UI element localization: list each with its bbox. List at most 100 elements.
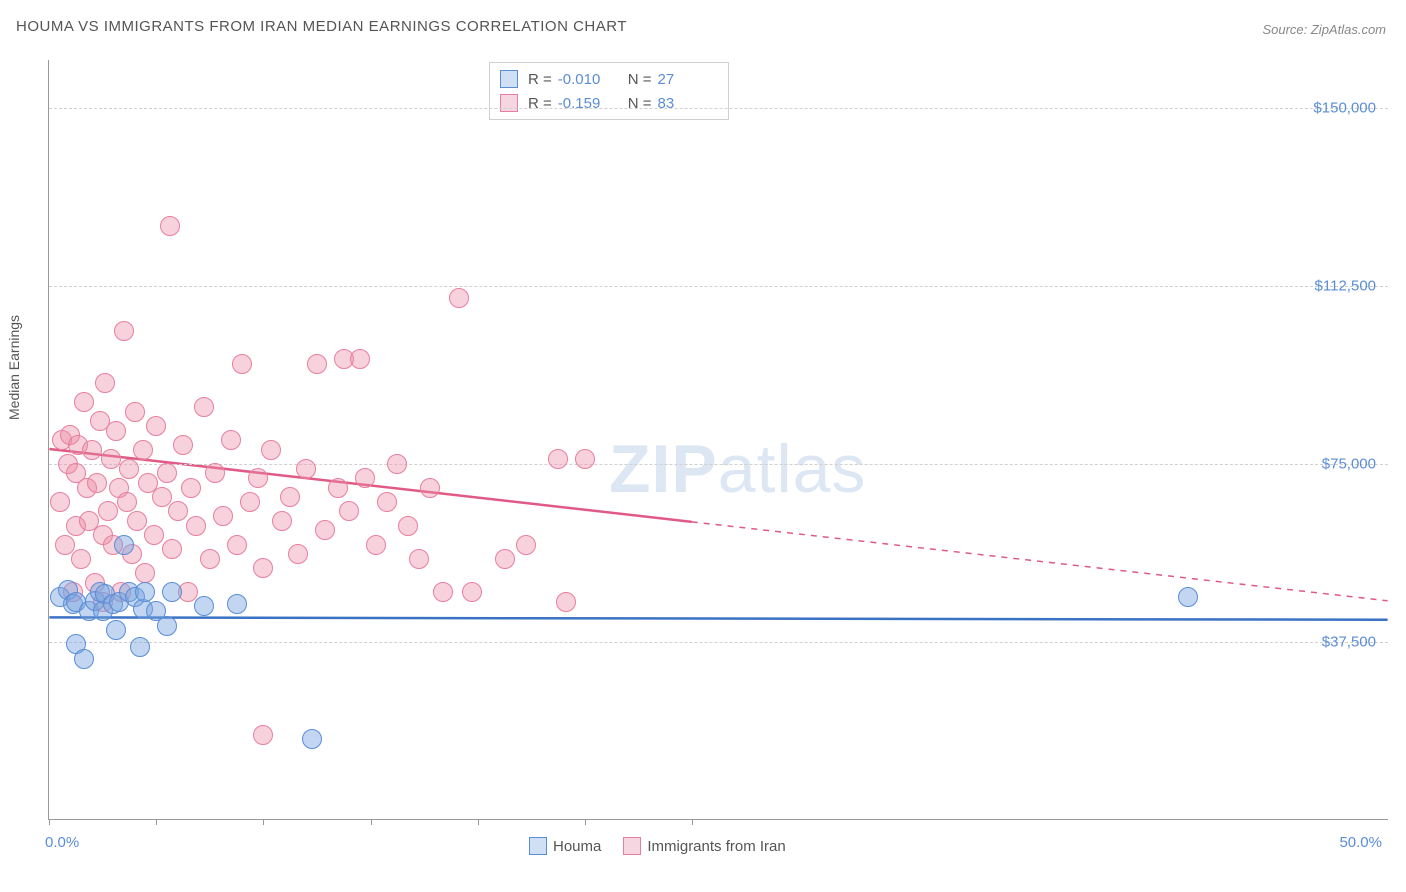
scatter-point	[253, 558, 273, 578]
x-tick	[263, 819, 264, 825]
scatter-point	[377, 492, 397, 512]
scatter-point	[548, 449, 568, 469]
scatter-point	[106, 620, 126, 640]
legend-label-blue: Houma	[553, 838, 601, 855]
scatter-point	[495, 549, 515, 569]
scatter-point	[575, 449, 595, 469]
scatter-point	[240, 492, 260, 512]
scatter-point	[462, 582, 482, 602]
gridline	[49, 642, 1388, 643]
scatter-point	[135, 563, 155, 583]
scatter-point	[307, 354, 327, 374]
scatter-point	[162, 539, 182, 559]
scatter-point	[205, 463, 225, 483]
legend-stats-row: R = -0.159 N = 83	[500, 91, 718, 115]
scatter-point	[50, 492, 70, 512]
scatter-point	[127, 511, 147, 531]
scatter-point	[106, 421, 126, 441]
scatter-point	[409, 549, 429, 569]
scatter-point	[516, 535, 536, 555]
plot-area: ZIPatlas R = -0.010 N = 27 R = -0.159 N …	[48, 60, 1388, 820]
scatter-point	[95, 373, 115, 393]
scatter-point	[232, 354, 252, 374]
source-label: Source: ZipAtlas.com	[1262, 22, 1386, 37]
legend-swatch-pink	[500, 94, 518, 112]
scatter-point	[315, 520, 335, 540]
scatter-point	[194, 596, 214, 616]
trend-lines-svg	[49, 60, 1388, 819]
scatter-point	[288, 544, 308, 564]
legend-swatch-blue	[529, 837, 547, 855]
y-tick-label: $37,500	[1322, 633, 1376, 650]
legend-stats-row: R = -0.010 N = 27	[500, 67, 718, 91]
legend-stats: R = -0.010 N = 27 R = -0.159 N = 83	[489, 62, 729, 120]
legend-item: Immigrants from Iran	[623, 837, 785, 855]
scatter-point	[398, 516, 418, 536]
scatter-point	[173, 435, 193, 455]
scatter-point	[119, 459, 139, 479]
scatter-point	[280, 487, 300, 507]
x-tick	[49, 819, 50, 825]
x-tick	[371, 819, 372, 825]
scatter-point	[296, 459, 316, 479]
stat-n-label: N =	[628, 71, 652, 88]
scatter-point	[152, 487, 172, 507]
scatter-point	[387, 454, 407, 474]
scatter-point	[186, 516, 206, 536]
scatter-point	[157, 616, 177, 636]
scatter-point	[261, 440, 281, 460]
scatter-point	[366, 535, 386, 555]
scatter-point	[213, 506, 233, 526]
scatter-point	[248, 468, 268, 488]
scatter-point	[168, 501, 188, 521]
scatter-point	[227, 594, 247, 614]
scatter-point	[71, 549, 91, 569]
scatter-point	[87, 473, 107, 493]
scatter-point	[114, 321, 134, 341]
trend-line-dashed	[692, 522, 1388, 601]
chart-title: HOUMA VS IMMIGRANTS FROM IRAN MEDIAN EAR…	[16, 18, 627, 35]
legend-swatch-pink	[623, 837, 641, 855]
scatter-point	[160, 216, 180, 236]
x-tick	[156, 819, 157, 825]
scatter-point	[98, 501, 118, 521]
scatter-point	[227, 535, 247, 555]
scatter-point	[133, 440, 153, 460]
scatter-point	[339, 501, 359, 521]
scatter-point	[272, 511, 292, 531]
x-axis-min-label: 0.0%	[45, 834, 79, 851]
stat-r-value-pink: -0.159	[558, 95, 618, 112]
scatter-point	[221, 430, 241, 450]
scatter-point	[253, 725, 273, 745]
gridline	[49, 464, 1388, 465]
y-tick-label: $112,500	[1315, 277, 1376, 294]
x-axis-max-label: 50.0%	[1339, 834, 1382, 851]
trend-line	[49, 617, 1387, 619]
gridline	[49, 108, 1388, 109]
scatter-point	[433, 582, 453, 602]
stat-r-label: R =	[528, 71, 552, 88]
x-tick	[478, 819, 479, 825]
scatter-point	[556, 592, 576, 612]
legend-swatch-blue	[500, 70, 518, 88]
scatter-point	[194, 397, 214, 417]
scatter-point	[420, 478, 440, 498]
gridline	[49, 286, 1388, 287]
scatter-point	[328, 478, 348, 498]
watermark-rest: atlas	[718, 431, 867, 507]
scatter-point	[55, 535, 75, 555]
scatter-point	[144, 525, 164, 545]
scatter-point	[162, 582, 182, 602]
scatter-point	[117, 492, 137, 512]
scatter-point	[157, 463, 177, 483]
scatter-point	[101, 449, 121, 469]
y-tick-label: $75,000	[1322, 455, 1376, 472]
scatter-point	[1178, 587, 1198, 607]
watermark-bold: ZIP	[609, 431, 718, 507]
scatter-point	[302, 729, 322, 749]
scatter-point	[82, 440, 102, 460]
stat-n-label: N =	[628, 95, 652, 112]
scatter-point	[135, 582, 155, 602]
scatter-point	[146, 416, 166, 436]
x-tick	[692, 819, 693, 825]
